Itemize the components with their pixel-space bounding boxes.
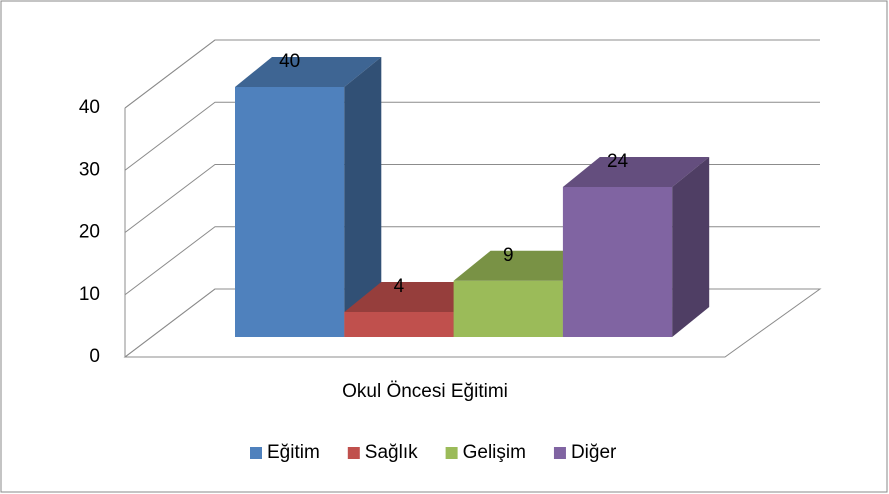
wall-top [124, 39, 216, 109]
y-tick-label: 40 [79, 97, 100, 118]
legend-swatch [445, 447, 458, 459]
data-label: 9 [503, 245, 514, 266]
bar-side [672, 157, 710, 337]
grid-line [124, 101, 820, 171]
data-label: 4 [394, 276, 405, 297]
legend-swatch [347, 447, 360, 459]
y-tick-label: 0 [89, 346, 100, 367]
y-tick-label: 20 [79, 222, 100, 243]
bar-front [235, 87, 345, 337]
legend-swatch [250, 447, 262, 459]
bar-front [453, 280, 563, 337]
bar-side [344, 57, 382, 337]
legend-label: Sağlık [365, 442, 418, 463]
legend-label: Eğitim [267, 442, 320, 463]
legend-label: Diğer [571, 442, 617, 463]
y-tick-label: 10 [79, 284, 100, 305]
bar-top [235, 57, 382, 87]
y-tick-label: 30 [79, 159, 100, 180]
legend-swatch [553, 447, 566, 459]
bar-top [562, 157, 710, 187]
bar-front [562, 187, 673, 337]
x-category-label: Okul Öncesi Eğitimi [342, 381, 508, 402]
bar-front [344, 312, 454, 337]
data-label: 24 [607, 151, 629, 172]
legend-label: Gelişim [463, 442, 526, 463]
data-label: 40 [279, 51, 300, 72]
